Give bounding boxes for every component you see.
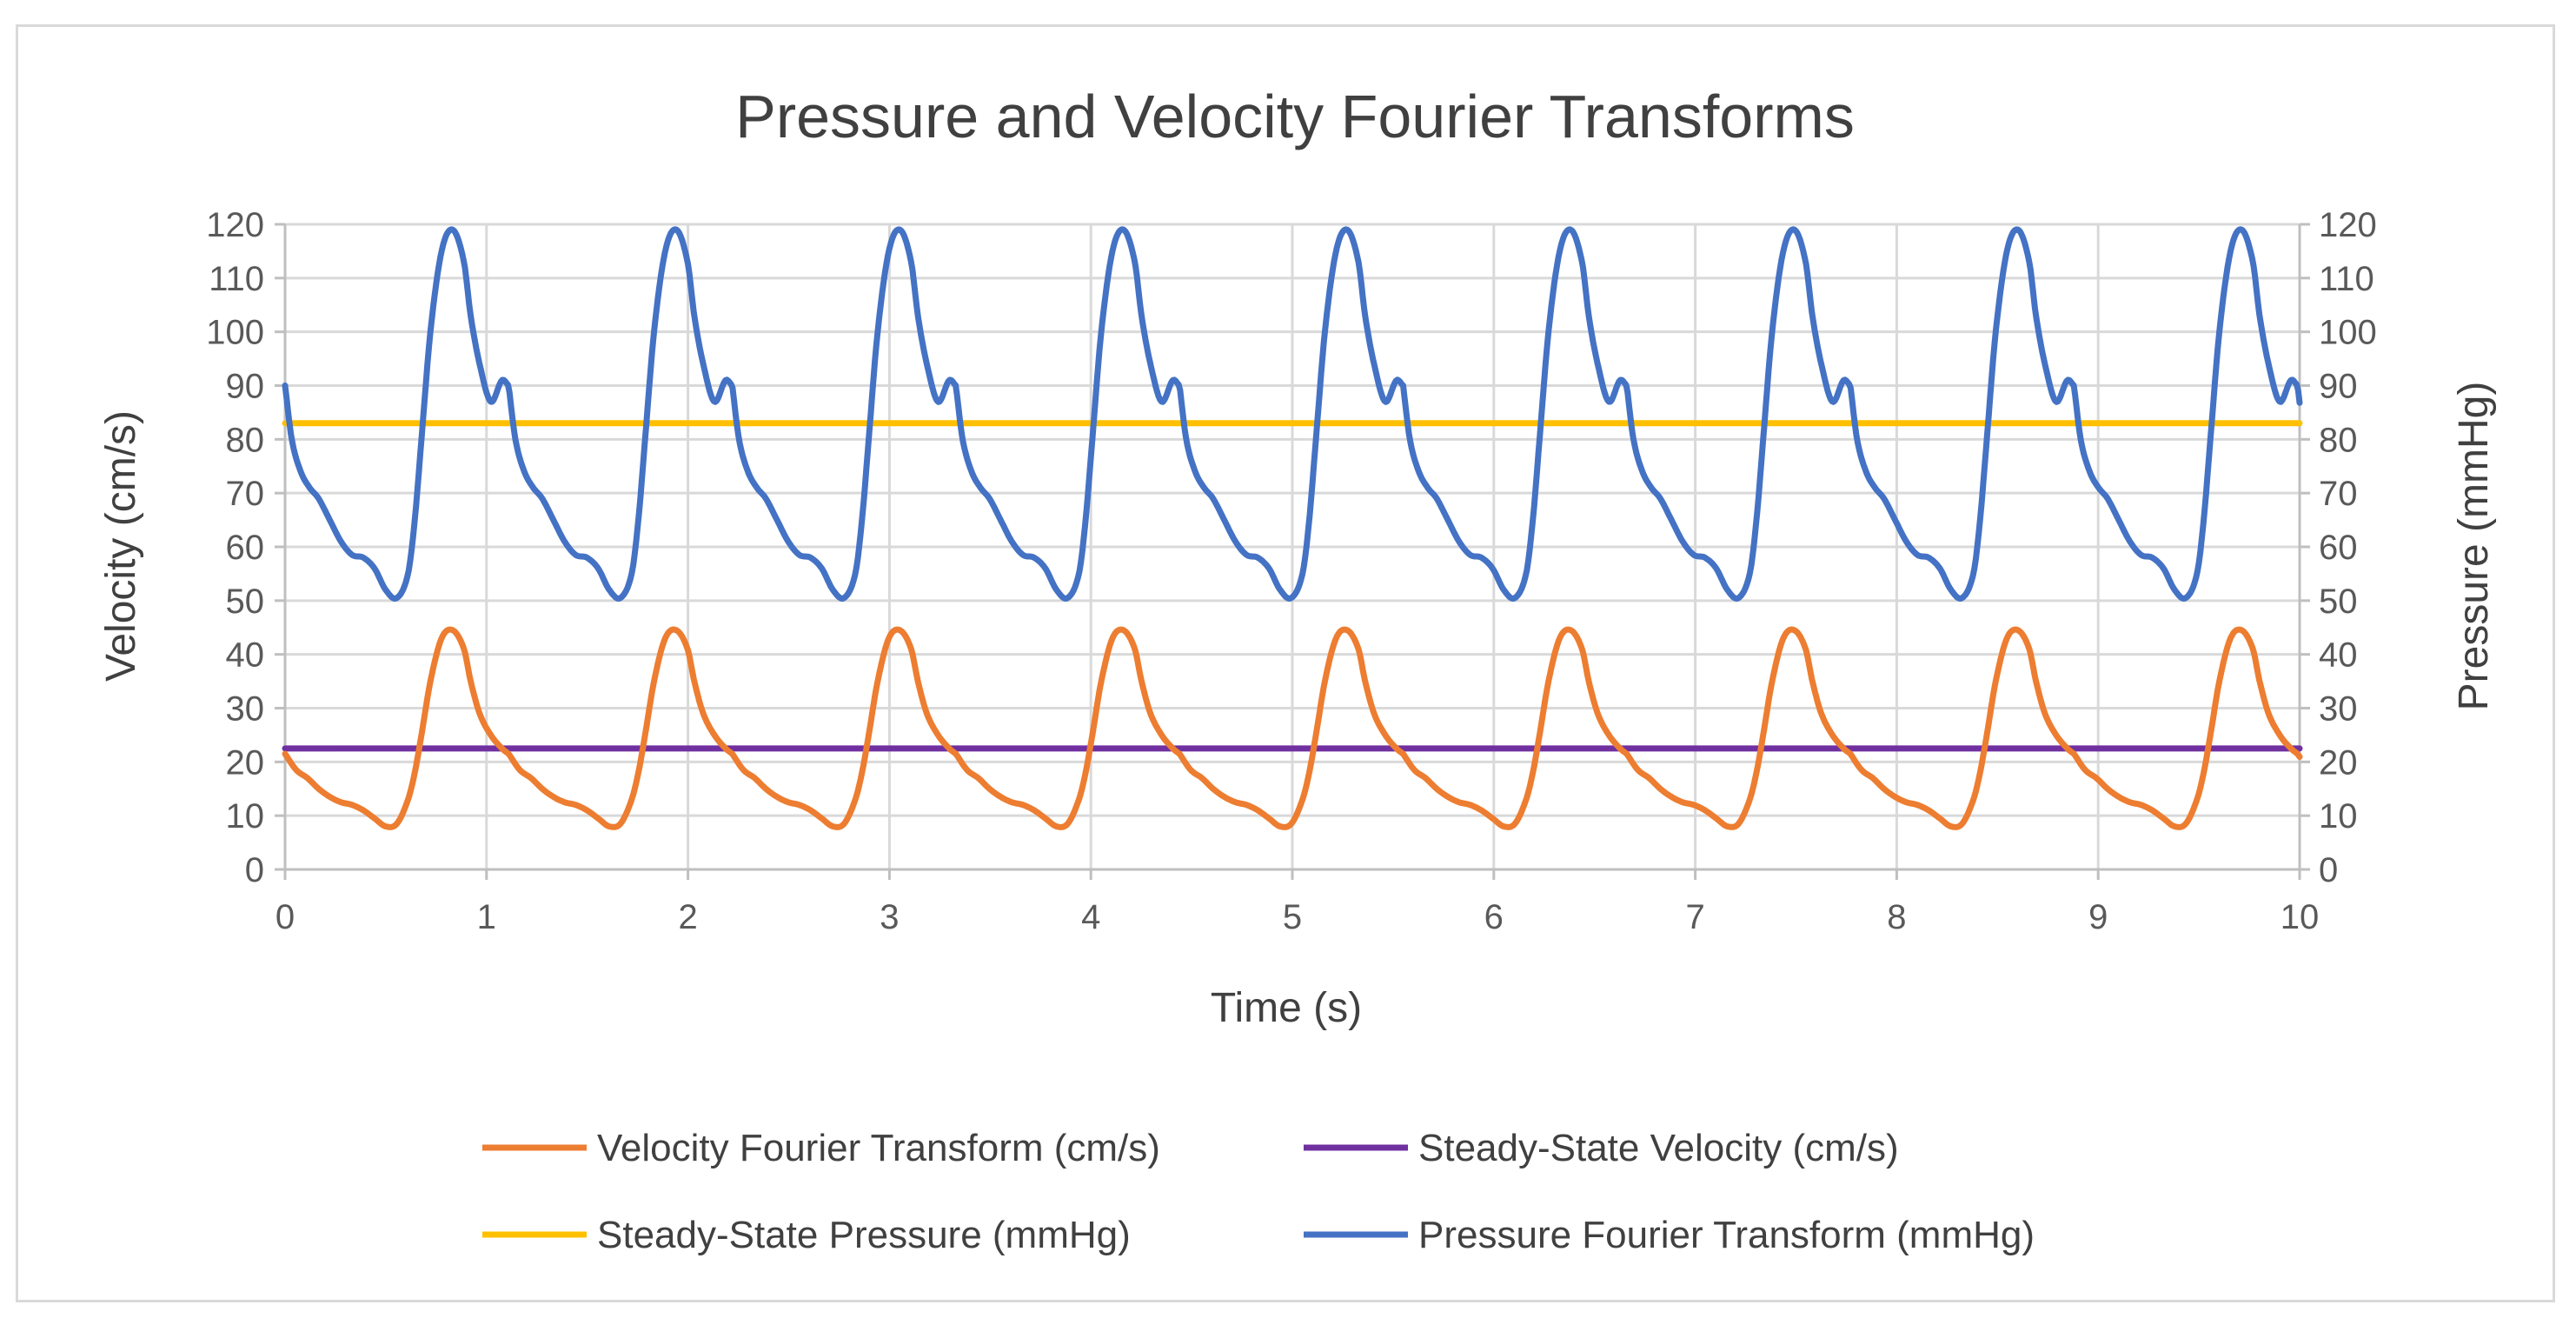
x-tick-label: 7 bbox=[1685, 898, 1704, 936]
y-tick-label-right: 60 bbox=[2319, 529, 2358, 567]
x-tick-label: 2 bbox=[678, 898, 697, 936]
series-line-velocity-fourier-transform-cm-s bbox=[282, 626, 2303, 830]
x-axis-title: Time (s) bbox=[1211, 985, 1362, 1031]
y-tick-label-right: 120 bbox=[2319, 206, 2377, 244]
y-tick-label-right: 50 bbox=[2319, 583, 2358, 621]
x-tick-label: 0 bbox=[276, 898, 295, 936]
y-tick-label-left: 70 bbox=[226, 475, 265, 513]
legend: Velocity Fourier Transform (cm/s) Steady-… bbox=[482, 1127, 2035, 1256]
y-tick-label-right: 70 bbox=[2319, 475, 2358, 513]
y-tick-label-left: 100 bbox=[206, 314, 264, 352]
y-axis-right-ticks: 0 10 20 30 40 50 60 70 80 90 100 110 120 bbox=[2319, 206, 2377, 889]
legend-label-pressure-fourier-transform-mmhg: Pressure Fourier Transform (mmHg) bbox=[1418, 1214, 2035, 1256]
axes bbox=[275, 223, 2310, 880]
legend-label-steady-state-velocity-cm-s: Steady-State Velocity (cm/s) bbox=[1418, 1127, 1899, 1169]
x-tick-label: 1 bbox=[477, 898, 496, 936]
y-axis-left-ticks: 0 10 20 30 40 50 60 70 80 90 100 110 120 bbox=[206, 206, 264, 889]
y-tick-label-right: 20 bbox=[2319, 743, 2358, 782]
legend-label-velocity-fourier-transform-cm-s: Velocity Fourier Transform (cm/s) bbox=[597, 1127, 1160, 1169]
y-tick-label-left: 60 bbox=[226, 529, 265, 567]
y-tick-label-left: 0 bbox=[245, 851, 264, 889]
series-line-pressure-fourier-transform-mmhg bbox=[282, 226, 2303, 602]
y-tick-label-right: 10 bbox=[2319, 797, 2358, 836]
y-tick-label-left: 30 bbox=[226, 690, 265, 729]
chart-frame bbox=[16, 24, 2555, 1302]
x-tick-label: 8 bbox=[1887, 898, 1906, 936]
y-tick-label-right: 90 bbox=[2319, 368, 2358, 406]
y-tick-label-right: 100 bbox=[2319, 314, 2377, 352]
y-tick-label-left: 80 bbox=[226, 421, 265, 459]
y-tick-label-right: 110 bbox=[2319, 260, 2374, 298]
y-tick-label-right: 80 bbox=[2319, 421, 2358, 459]
chart-title: Pressure and Velocity Fourier Transforms bbox=[735, 83, 1855, 150]
y-tick-label-left: 110 bbox=[209, 260, 264, 298]
y-tick-label-left: 40 bbox=[226, 636, 265, 675]
legend-label-steady-state-pressure-mmhg: Steady-State Pressure (mmHg) bbox=[597, 1214, 1131, 1256]
y-tick-label-right: 0 bbox=[2319, 851, 2338, 889]
x-axis-ticks: 0 1 2 3 4 5 6 7 8 9 10 bbox=[276, 898, 2319, 936]
x-tick-label: 10 bbox=[2281, 898, 2320, 936]
y-axis-right-title: Pressure (mmHg) bbox=[2451, 382, 2497, 711]
y-tick-label-left: 20 bbox=[226, 743, 265, 782]
x-tick-label: 3 bbox=[880, 898, 899, 936]
x-tick-label: 5 bbox=[1283, 898, 1302, 936]
y-tick-label-right: 30 bbox=[2319, 690, 2358, 729]
y-axis-left-title: Velocity (cm/s) bbox=[98, 410, 144, 682]
x-tick-label: 9 bbox=[2088, 898, 2108, 936]
y-tick-label-left: 10 bbox=[226, 797, 265, 836]
y-tick-label-left: 50 bbox=[226, 583, 265, 621]
y-tick-label-left: 90 bbox=[226, 368, 265, 406]
y-tick-label-right: 40 bbox=[2319, 636, 2358, 675]
y-tick-label-left: 120 bbox=[206, 206, 264, 244]
x-tick-label: 6 bbox=[1484, 898, 1504, 936]
x-tick-label: 4 bbox=[1081, 898, 1100, 936]
series-group bbox=[282, 226, 2303, 830]
